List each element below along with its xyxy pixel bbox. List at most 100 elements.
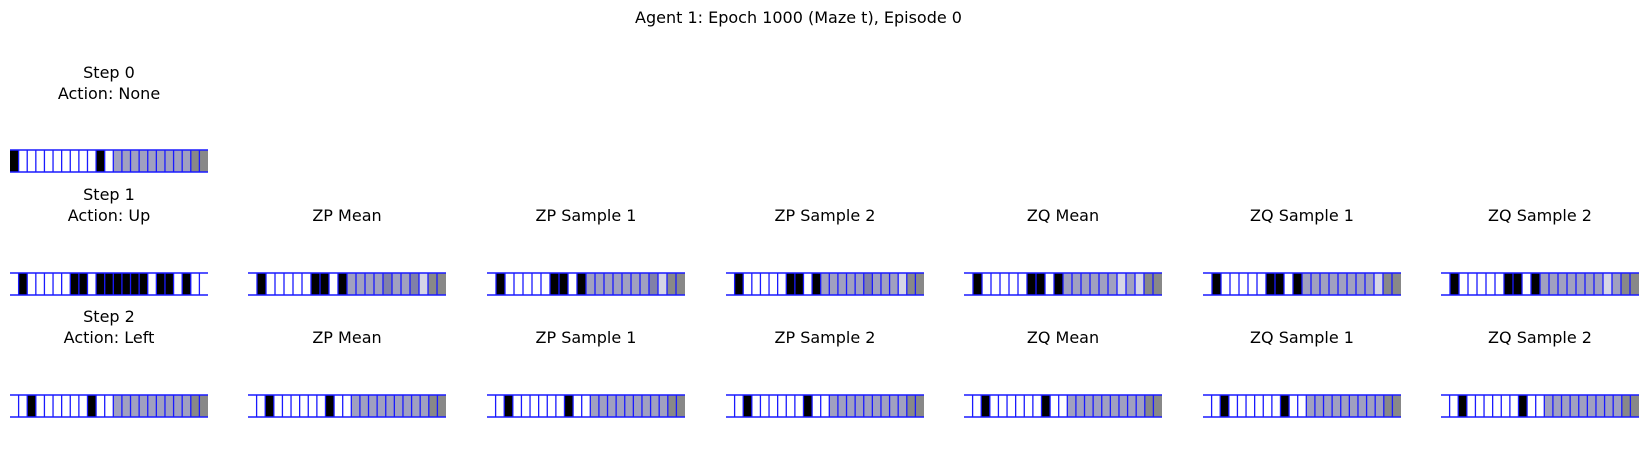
maze-cell [1009,273,1019,295]
maze-strip [248,393,446,419]
maze-cell [1495,273,1505,295]
maze-cell [1153,395,1162,417]
maze-cell [676,395,685,417]
maze-cell [61,395,71,417]
maze-cell [338,273,348,295]
maze-cell [564,395,574,417]
maze-cell [613,273,623,295]
maze-cell [293,273,303,295]
maze-cell [1383,395,1393,417]
maze-cell [70,150,80,172]
maze-cell [641,395,651,417]
maze-cell [1289,395,1298,417]
maze-cell [1090,273,1100,295]
maze-cell [1075,395,1085,417]
maze-cell [96,150,105,172]
maze-cell [1468,273,1478,295]
maze-cell [44,150,54,172]
maze-cell [667,395,677,417]
maze-cell [1275,273,1285,295]
maze-cell [248,273,258,295]
maze-strip-grid [487,394,685,418]
maze-cell [1349,395,1359,417]
step-label: Step 0 [83,63,135,82]
maze-cell [1136,395,1146,417]
maze-cell [325,395,335,417]
maze-strip [248,271,446,297]
maze-cell [1527,395,1536,417]
maze-cell [401,273,411,295]
maze-cell [514,273,524,295]
maze-cell [299,395,309,417]
panel-title: ZP Sample 2 [774,328,876,347]
maze-strip-grid [1203,272,1401,296]
maze-cell [1203,395,1212,417]
maze-cell [964,395,973,417]
maze-cell [35,150,45,172]
step-label: Step 2 [83,307,135,326]
maze-strip-grid [248,394,446,418]
maze-cell [96,273,105,295]
maze-cell [96,395,105,417]
maze-cell [256,395,266,417]
maze-cell [1585,273,1595,295]
maze-cell [156,395,166,417]
maze-cell [302,273,312,295]
maze-cell [368,395,378,417]
maze-cell [973,273,983,295]
maze-cell [1221,273,1231,295]
maze-cell [156,150,166,172]
maze-cell [812,395,821,417]
maze-cell [10,395,19,417]
maze-cell [595,273,605,295]
maze-cell [1036,273,1046,295]
maze-cell [1280,395,1290,417]
maze-cell [1578,395,1588,417]
maze-cell [812,273,821,295]
maze-strip [10,393,208,419]
maze-cell [104,273,114,295]
maze-cell [889,273,899,295]
maze-cell [863,273,873,295]
maze-cell [495,395,505,417]
maze-cell [1366,395,1376,417]
maze-cell [631,273,641,295]
maze-cell [1041,395,1051,417]
maze-cell [803,395,813,417]
maze-cell [273,395,283,417]
maze-cell [1567,273,1577,295]
maze-cell [1441,273,1451,295]
maze-cell [35,273,45,295]
maze-cell [1127,395,1137,417]
maze-strip [10,271,208,297]
maze-cell [1045,273,1055,295]
maze-cell [658,273,668,295]
maze-cell [1084,395,1094,417]
maze-cell [104,150,114,172]
maze-cell [786,395,796,417]
maze-strip-grid [10,394,208,418]
maze-strip-grid [1441,272,1639,296]
maze-cell [1603,273,1613,295]
maze-cell [377,395,387,417]
maze-cell [504,395,514,417]
maze-strip [10,148,208,174]
maze-cell [872,395,882,417]
maze-cell [726,273,735,295]
maze-cell [27,273,37,295]
maze-cell [803,273,813,295]
maze-cell [1365,273,1375,295]
maze-cell [428,273,438,295]
maze-cell [419,273,429,295]
maze-cell [1067,395,1077,417]
maze-cell [982,273,992,295]
maze-cell [1613,395,1623,417]
maze-cell [342,395,352,417]
maze-cell [1595,395,1605,417]
maze-cell [199,395,208,417]
maze-cell [121,273,131,295]
maze-cell [87,273,97,295]
maze-cell [44,273,54,295]
maze-cell [829,395,839,417]
maze-cell [837,395,847,417]
